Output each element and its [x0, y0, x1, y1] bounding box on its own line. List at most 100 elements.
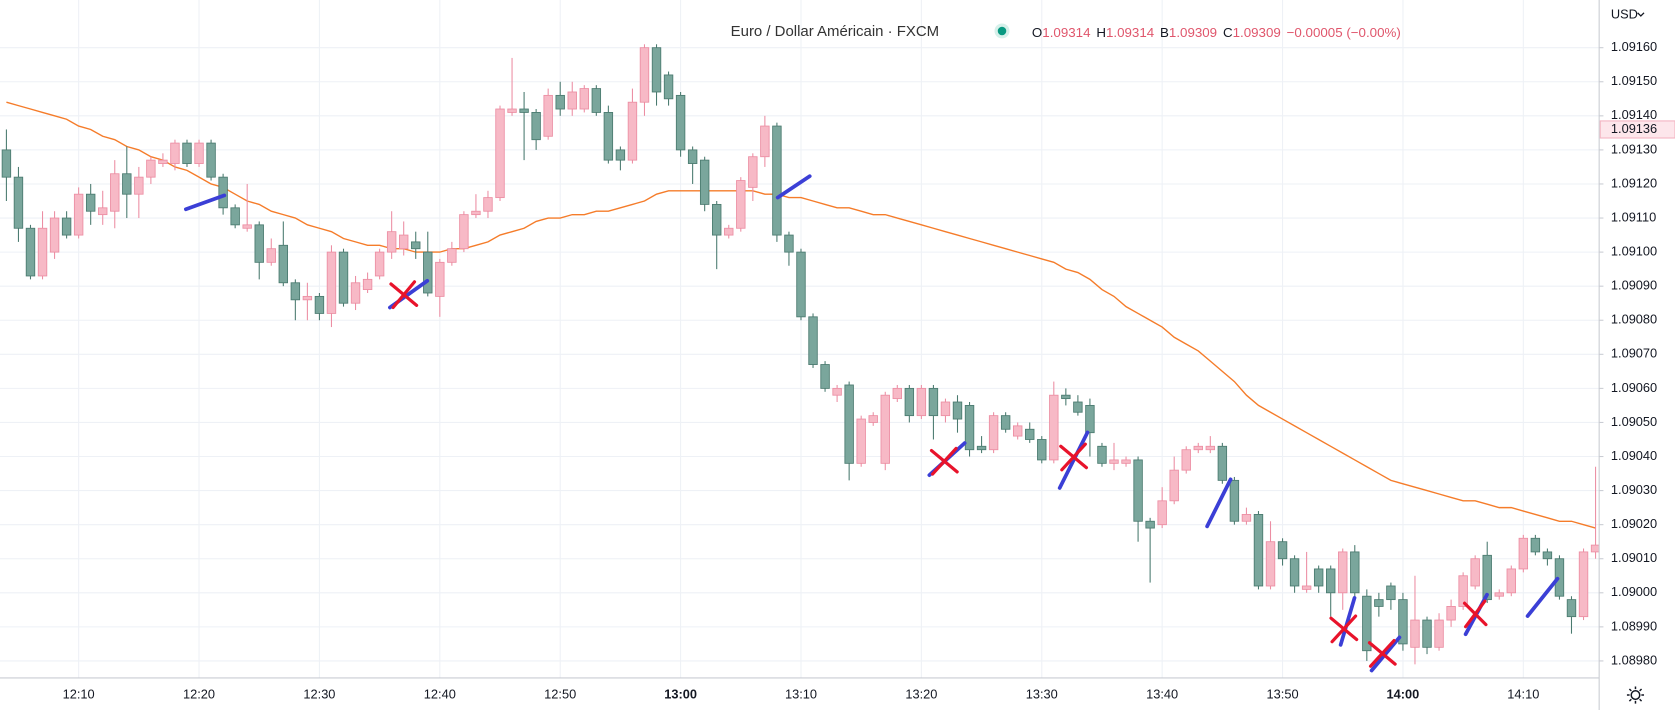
candle-body	[1012, 425, 1023, 437]
candle-body	[266, 248, 276, 263]
candle-body	[194, 142, 204, 164]
candle-body	[278, 244, 289, 284]
time-axis-panel	[0, 677, 1600, 710]
candle	[350, 275, 361, 311]
candle	[194, 139, 204, 167]
candle	[1590, 466, 1601, 559]
moving-average-layer	[6, 101, 1596, 529]
candle	[639, 44, 650, 116]
candle-body	[1506, 568, 1516, 594]
candle	[1301, 551, 1312, 593]
candle	[1326, 565, 1336, 617]
candle	[856, 415, 866, 467]
candle	[1277, 538, 1288, 566]
candle	[724, 224, 734, 239]
candle	[1386, 582, 1396, 610]
y-tick-label: 1.09050	[1611, 414, 1657, 429]
candle-body	[868, 415, 878, 423]
candle	[1193, 442, 1203, 454]
annotation-stroke	[775, 174, 812, 200]
candle-body	[519, 108, 529, 113]
ohlc-letter: C	[1223, 25, 1233, 40]
candle	[134, 166, 144, 219]
candle-body	[1566, 599, 1577, 618]
candle-body	[1482, 554, 1492, 601]
candle	[362, 272, 373, 293]
candle-body	[591, 88, 602, 113]
candle-body	[326, 251, 337, 314]
candle-body	[1398, 599, 1408, 645]
candle-body	[567, 91, 577, 110]
candle-body	[423, 251, 433, 294]
candle-body	[507, 108, 517, 113]
candle-body	[892, 387, 903, 400]
candle-body	[1494, 592, 1504, 597]
x-tick-label: 12:40	[424, 686, 456, 701]
candle-body	[736, 180, 746, 229]
x-tick-label: 13:40	[1146, 686, 1178, 701]
candle	[146, 156, 156, 184]
settings-button[interactable]	[1626, 686, 1645, 704]
candle-body	[110, 173, 120, 212]
candle	[1422, 616, 1432, 655]
candle-body	[976, 445, 987, 451]
candle	[158, 153, 168, 167]
candle-body	[1, 149, 12, 178]
candle-body	[1097, 445, 1107, 464]
candle	[1157, 487, 1167, 529]
candle	[61, 211, 72, 239]
settings-icon[interactable]	[1630, 690, 1641, 701]
y-tick-label: 1.09030	[1611, 482, 1657, 497]
annotation-stroke	[184, 193, 227, 212]
candle-body	[1590, 544, 1601, 553]
x-tick-label: 14:00	[1387, 686, 1420, 701]
candle-body	[1061, 394, 1071, 400]
candle-body	[158, 159, 168, 164]
candle-body	[170, 142, 180, 164]
candle	[1410, 575, 1420, 665]
annotation-cross	[1462, 599, 1488, 629]
candle	[1566, 596, 1577, 634]
settings-icon-spokes[interactable]	[1626, 686, 1645, 704]
candle	[976, 436, 987, 454]
candle-body	[13, 176, 24, 229]
candle-body	[146, 159, 156, 178]
candle	[808, 313, 818, 368]
x-tick-label: 13:20	[905, 686, 937, 701]
ohlc-letter: O	[1032, 25, 1042, 40]
x-tick-label: 13:50	[1267, 686, 1299, 701]
symbol-title: Euro / Dollar Américain · FXCM	[731, 23, 939, 40]
y-tick-label: 1.09100	[1611, 244, 1657, 259]
candle-body	[290, 282, 301, 301]
candle	[1061, 388, 1071, 406]
candle-body	[1518, 537, 1529, 570]
annotation-cross	[1059, 442, 1089, 472]
candle	[1518, 534, 1529, 573]
candle	[398, 221, 409, 256]
y-tick-label: 1.09120	[1611, 175, 1657, 190]
annotation-stroke	[1057, 430, 1090, 490]
candle	[868, 412, 878, 426]
candle-body	[1000, 415, 1011, 430]
candle	[1482, 541, 1492, 604]
candle-body	[1458, 575, 1468, 607]
candle	[892, 384, 903, 403]
candle-body	[483, 197, 493, 212]
candle	[940, 398, 951, 423]
candle-body	[1470, 558, 1480, 587]
currency-label[interactable]: USD	[1611, 6, 1638, 21]
candles	[1, 44, 1601, 665]
candle-body	[916, 387, 927, 417]
currency-selector[interactable]: USD	[1611, 6, 1645, 21]
dropdown-chevron[interactable]	[1637, 12, 1645, 17]
candle-body	[772, 125, 782, 236]
candle	[627, 88, 638, 164]
candle	[98, 190, 108, 225]
change-value: −0.00005 (−0.00%)	[1287, 25, 1401, 40]
candle-body	[687, 149, 698, 164]
candle-body	[1289, 558, 1300, 587]
candle-body	[314, 295, 325, 314]
candle	[1217, 442, 1228, 484]
candle-body	[411, 241, 421, 250]
